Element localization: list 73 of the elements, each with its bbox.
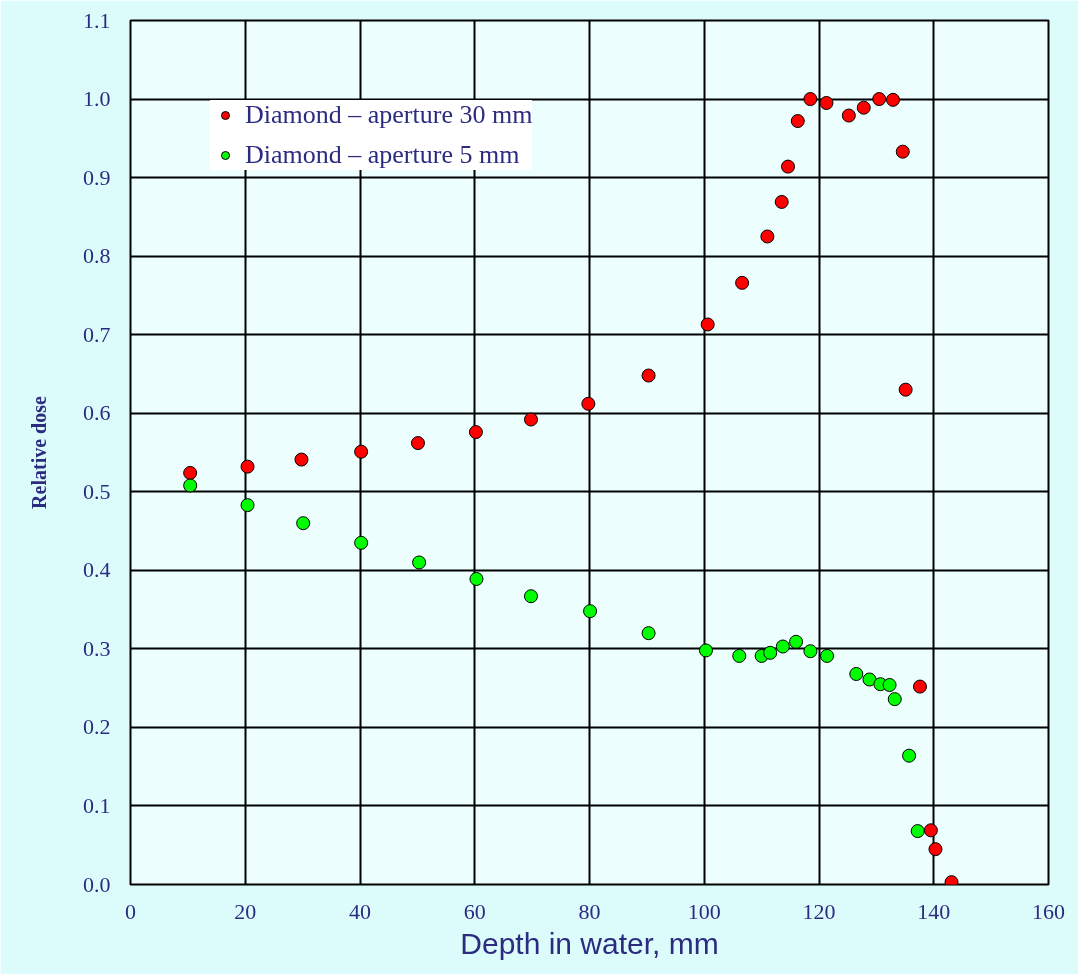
y-tick-label: 0.1	[83, 792, 111, 818]
y-tick-label: 0.5	[83, 478, 111, 504]
point	[183, 465, 198, 480]
point	[412, 555, 427, 570]
x-tick-label: 140	[917, 898, 951, 924]
point	[856, 100, 871, 115]
point	[735, 275, 750, 290]
point	[775, 639, 790, 654]
x-tick-label: 100	[687, 898, 721, 924]
point	[819, 95, 834, 110]
point	[849, 667, 864, 681]
x-tick-label: 80	[578, 898, 601, 924]
point	[641, 626, 656, 641]
point	[886, 92, 901, 107]
point	[410, 436, 425, 451]
y-tick-label: 0.3	[83, 635, 111, 661]
point	[523, 589, 538, 604]
point	[902, 748, 917, 763]
point	[296, 516, 311, 531]
y-tick-label: 0.7	[83, 321, 111, 347]
x-axis-title: Depth in water, mm	[460, 926, 719, 960]
y-tick-label: 0.0	[83, 871, 111, 897]
x-tick-label: 120	[802, 898, 836, 924]
point	[895, 144, 910, 159]
y-tick-label: 0.9	[83, 164, 111, 190]
point	[763, 645, 778, 660]
point	[581, 396, 596, 411]
point	[803, 644, 818, 659]
point	[240, 459, 255, 474]
point	[240, 498, 255, 513]
x-tick-label: 40	[349, 898, 371, 924]
point	[698, 643, 713, 658]
y-axis-title: Relative dose	[28, 396, 50, 509]
point	[523, 412, 538, 427]
point	[789, 634, 804, 649]
point	[882, 678, 897, 692]
point	[183, 478, 198, 493]
point	[774, 194, 789, 209]
point	[294, 452, 309, 467]
point	[469, 571, 484, 586]
point	[898, 382, 913, 397]
y-tick-label: 1.1	[83, 7, 111, 33]
point	[872, 92, 887, 107]
point	[912, 679, 927, 694]
x-tick-label: 20	[234, 898, 257, 924]
x-tick-label: 0	[125, 898, 136, 924]
point	[641, 368, 656, 383]
point	[700, 317, 715, 332]
legend-label: Diamond – aperture 5 mm	[245, 140, 520, 170]
legend-label: Diamond – aperture 30 mm	[245, 100, 533, 130]
point	[468, 425, 483, 440]
y-tick-label: 0.8	[83, 243, 111, 269]
point	[923, 823, 938, 838]
point	[583, 604, 598, 619]
point	[820, 648, 835, 663]
point	[790, 114, 805, 129]
point	[910, 824, 925, 839]
y-tick-label: 1.0	[83, 86, 111, 112]
x-tick-label: 60	[463, 898, 486, 924]
point	[760, 229, 775, 244]
point	[781, 159, 796, 174]
point	[862, 672, 877, 687]
point	[841, 108, 856, 123]
point	[887, 692, 902, 707]
point	[732, 648, 747, 663]
x-tick-label: 160	[1032, 898, 1065, 924]
point	[928, 842, 943, 857]
point	[354, 535, 369, 550]
point	[354, 444, 369, 459]
y-tick-label: 0.6	[83, 400, 111, 426]
point	[803, 92, 818, 107]
y-tick-label: 0.2	[83, 714, 111, 740]
y-tick-label: 0.4	[83, 557, 111, 583]
